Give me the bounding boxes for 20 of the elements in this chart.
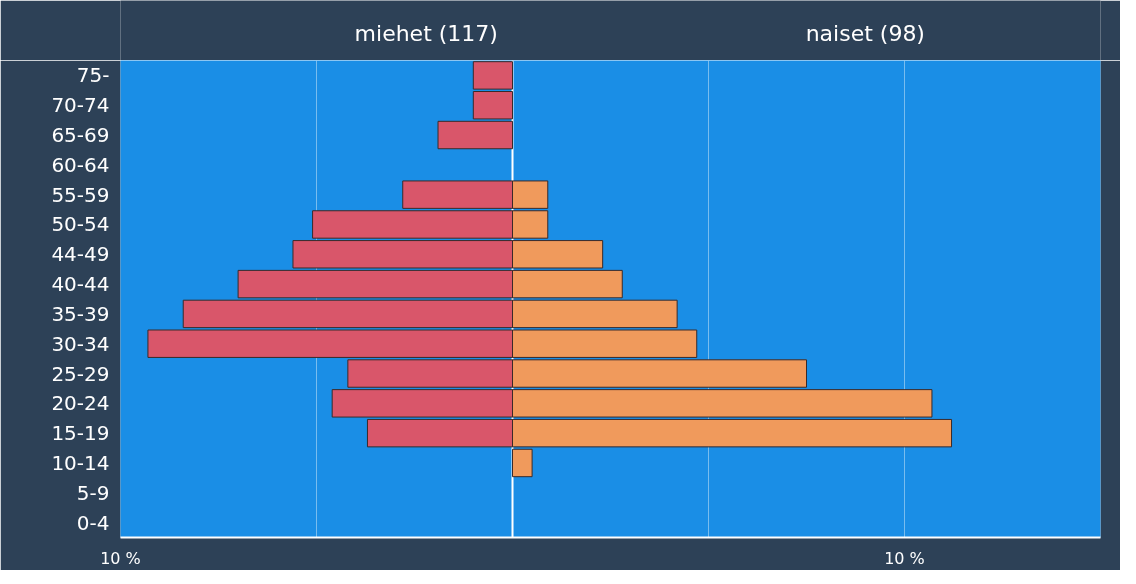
y-tick-label: 10-14 (51, 450, 110, 475)
y-tick-label: 35-39 (51, 301, 110, 326)
x-tick-label: 10 % (100, 548, 141, 568)
y-tick-label: 0-4 (76, 510, 110, 535)
y-tick-label: 15-19 (51, 421, 110, 446)
y-tick-label: 40-44 (51, 272, 110, 297)
series-label: miehet (117) (354, 20, 498, 46)
y-tick-label: 55-59 (51, 182, 110, 207)
y-tick-label: 25-29 (51, 361, 110, 386)
y-tick-label: 75- (76, 63, 110, 88)
y-tick-label: 5-9 (76, 480, 110, 505)
y-tick-label: 44-49 (51, 242, 110, 267)
text: naiset (98) (805, 20, 925, 46)
y-tick-label: 20-24 (51, 391, 110, 416)
y-tick-label: 60-64 (51, 152, 110, 177)
y-tick-label: 50-54 (51, 212, 110, 237)
y-tick-label: 30-34 (51, 331, 110, 356)
x-tick-label: 10 % (884, 548, 925, 568)
y-tick-label: 70-74 (51, 93, 110, 118)
y-tick-label: 65-69 (51, 123, 110, 148)
